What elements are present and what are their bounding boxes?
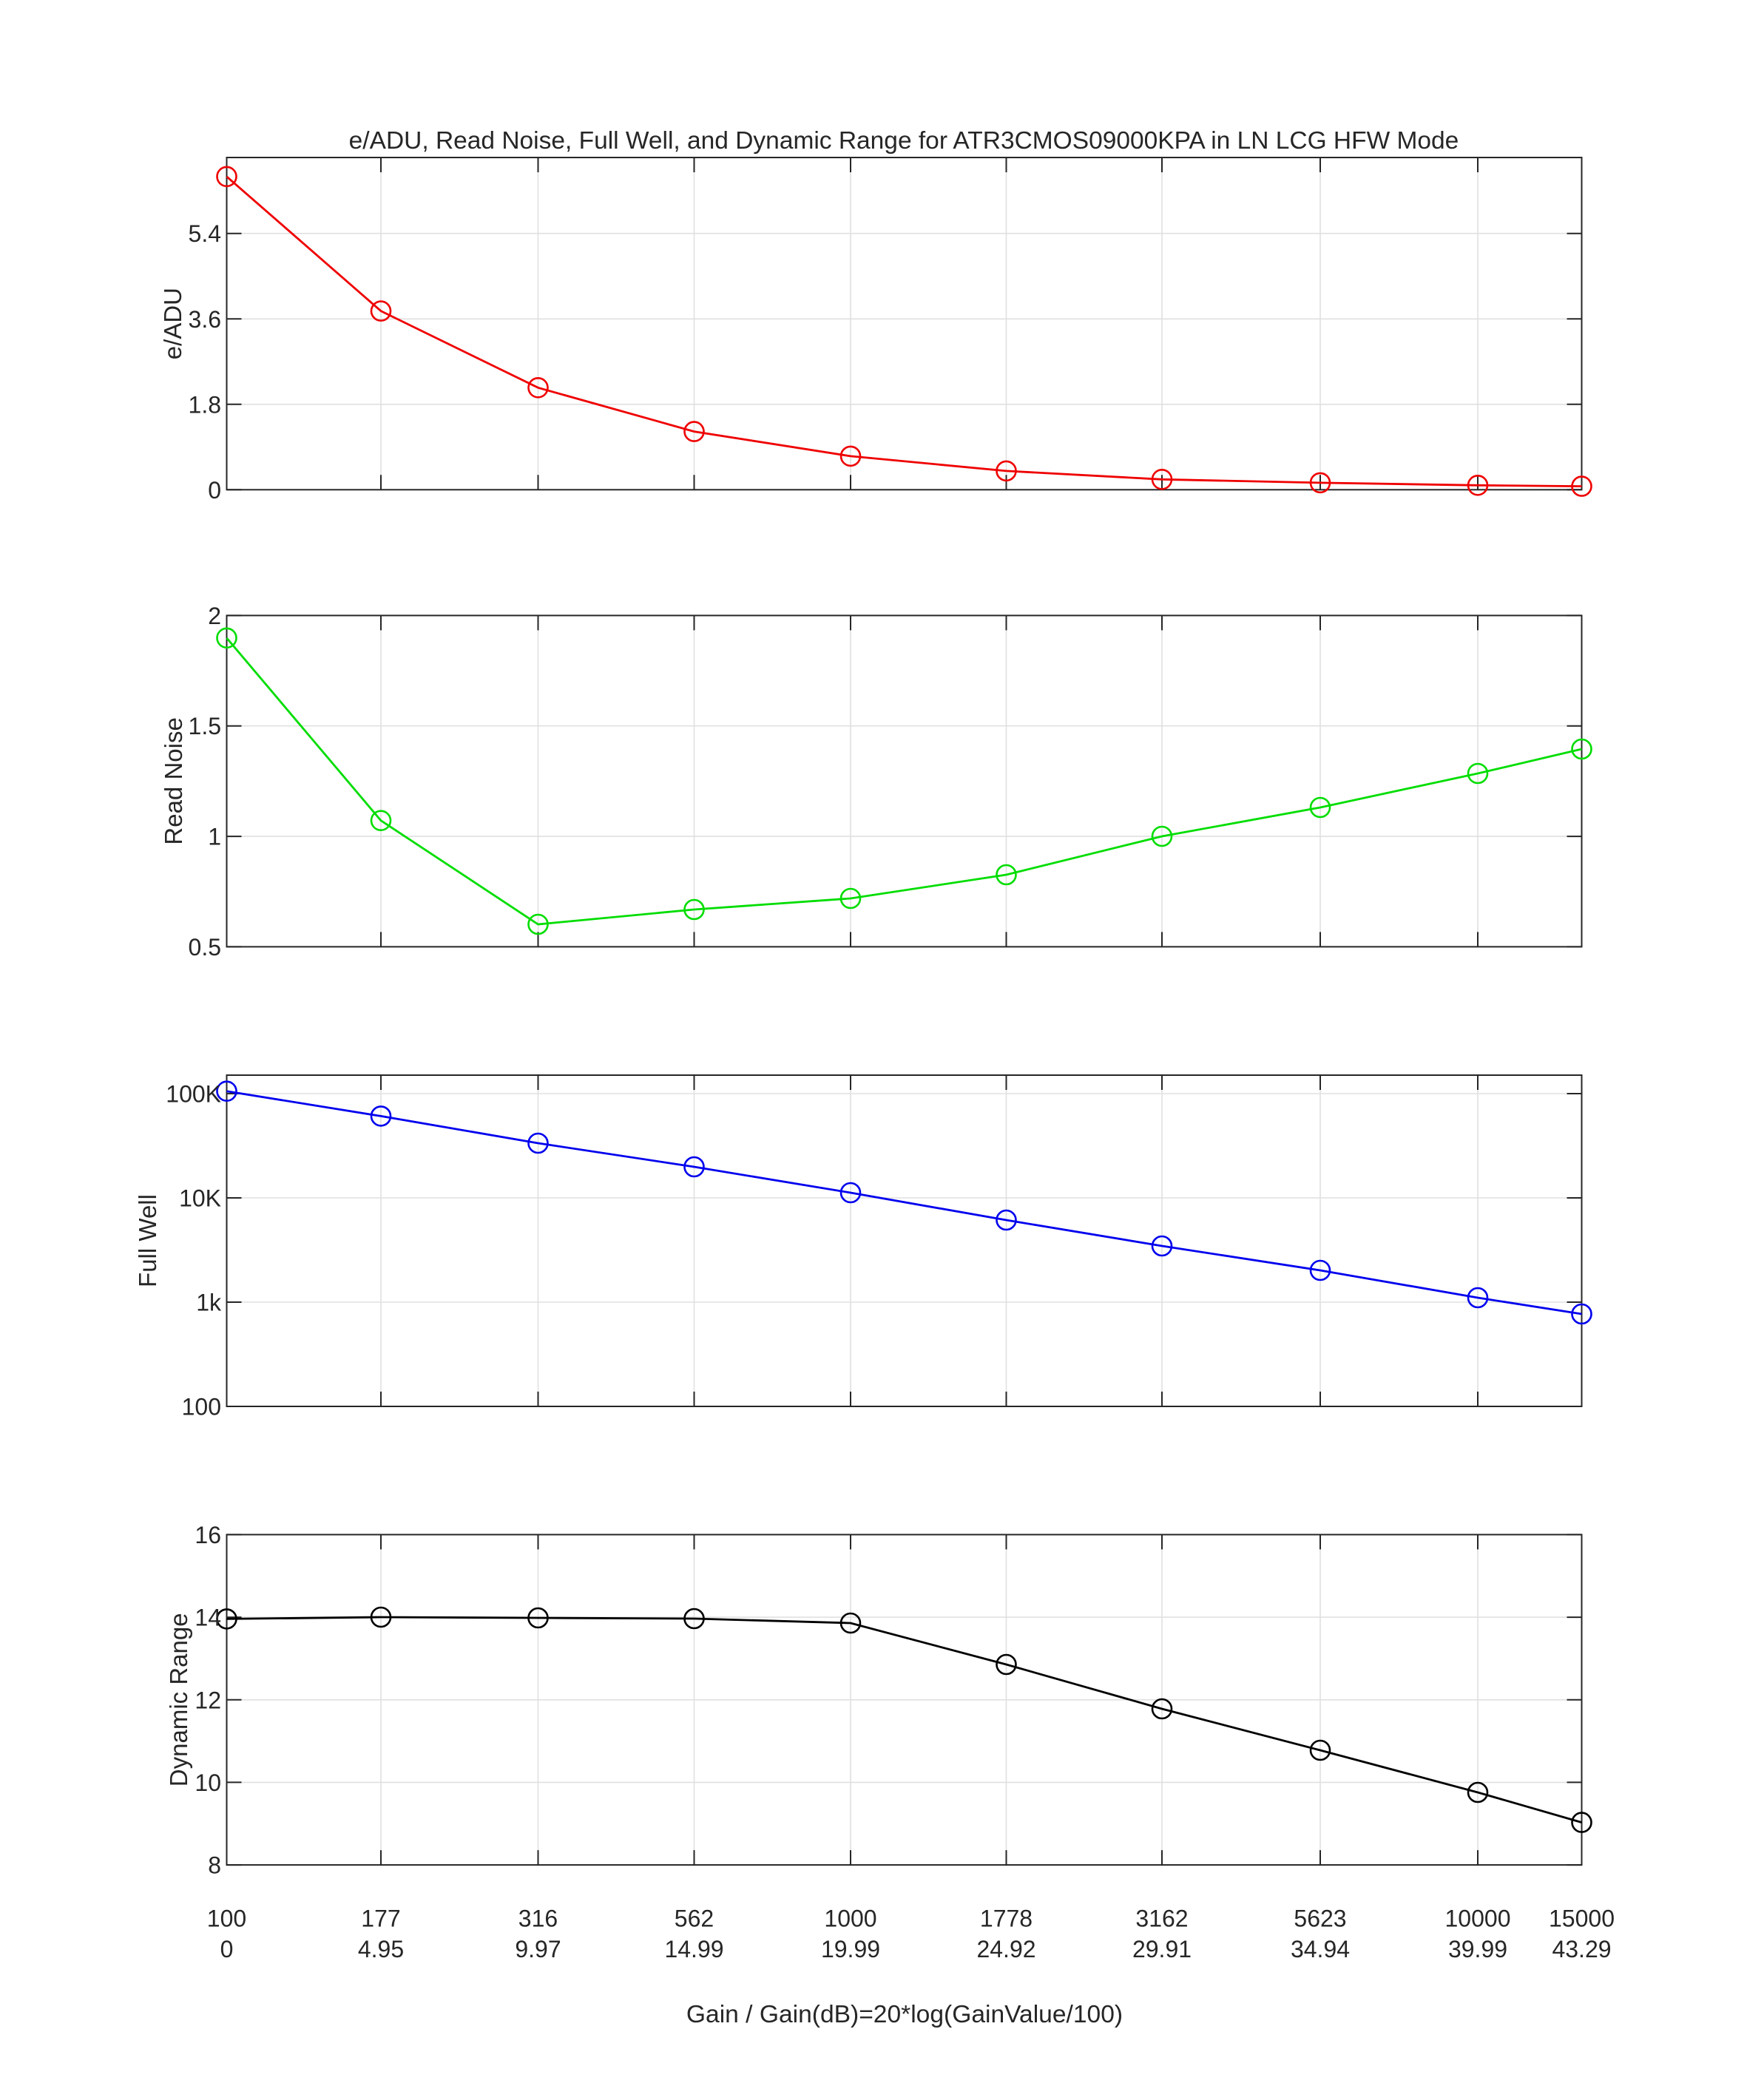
svg-text:9.97: 9.97	[515, 1936, 561, 1962]
svg-text:2: 2	[208, 603, 221, 629]
svg-text:100K: 100K	[166, 1081, 221, 1108]
svg-text:e/ADU: e/ADU	[159, 288, 186, 359]
svg-text:10: 10	[195, 1769, 221, 1796]
svg-text:177: 177	[361, 1905, 400, 1931]
svg-text:16: 16	[195, 1522, 221, 1548]
svg-text:100: 100	[182, 1394, 221, 1420]
svg-text:14.99: 14.99	[664, 1936, 723, 1962]
svg-text:43.29: 43.29	[1552, 1936, 1611, 1962]
svg-text:34.94: 34.94	[1291, 1936, 1350, 1962]
svg-text:100: 100	[207, 1905, 246, 1931]
svg-text:0.5: 0.5	[189, 934, 221, 961]
svg-text:1.8: 1.8	[189, 391, 221, 418]
svg-text:1778: 1778	[980, 1905, 1033, 1931]
svg-text:1.5: 1.5	[189, 713, 221, 739]
svg-text:1: 1	[208, 824, 221, 850]
svg-text:14: 14	[195, 1605, 221, 1631]
svg-text:10000: 10000	[1445, 1905, 1511, 1931]
svg-text:Dynamic Range: Dynamic Range	[165, 1613, 192, 1786]
svg-text:0: 0	[208, 477, 221, 504]
svg-text:4.95: 4.95	[358, 1936, 404, 1962]
svg-text:Gain / Gain(dB)=20*log(GainVal: Gain / Gain(dB)=20*log(GainValue/100)	[686, 2001, 1123, 2028]
svg-text:e/ADU, Read Noise, Full Well,: e/ADU, Read Noise, Full Well, and Dynami…	[349, 127, 1459, 155]
svg-text:8: 8	[208, 1852, 221, 1879]
svg-text:Read Noise: Read Noise	[160, 717, 187, 844]
svg-text:5.4: 5.4	[189, 220, 221, 247]
svg-text:12: 12	[195, 1687, 221, 1713]
svg-text:5623: 5623	[1294, 1905, 1346, 1931]
svg-text:3.6: 3.6	[189, 306, 221, 333]
svg-text:316: 316	[518, 1905, 558, 1931]
svg-text:19.99: 19.99	[821, 1936, 880, 1962]
svg-text:562: 562	[675, 1905, 714, 1931]
svg-text:15000: 15000	[1549, 1905, 1615, 1931]
svg-text:29.91: 29.91	[1132, 1936, 1192, 1962]
svg-text:10K: 10K	[179, 1185, 221, 1212]
svg-text:3162: 3162	[1135, 1905, 1188, 1931]
svg-text:1000: 1000	[824, 1905, 876, 1931]
svg-text:1k: 1k	[196, 1290, 222, 1316]
svg-text:39.99: 39.99	[1448, 1936, 1507, 1962]
svg-text:0: 0	[220, 1936, 234, 1962]
svg-text:24.92: 24.92	[976, 1936, 1035, 1962]
svg-text:Full Well: Full Well	[134, 1194, 161, 1287]
